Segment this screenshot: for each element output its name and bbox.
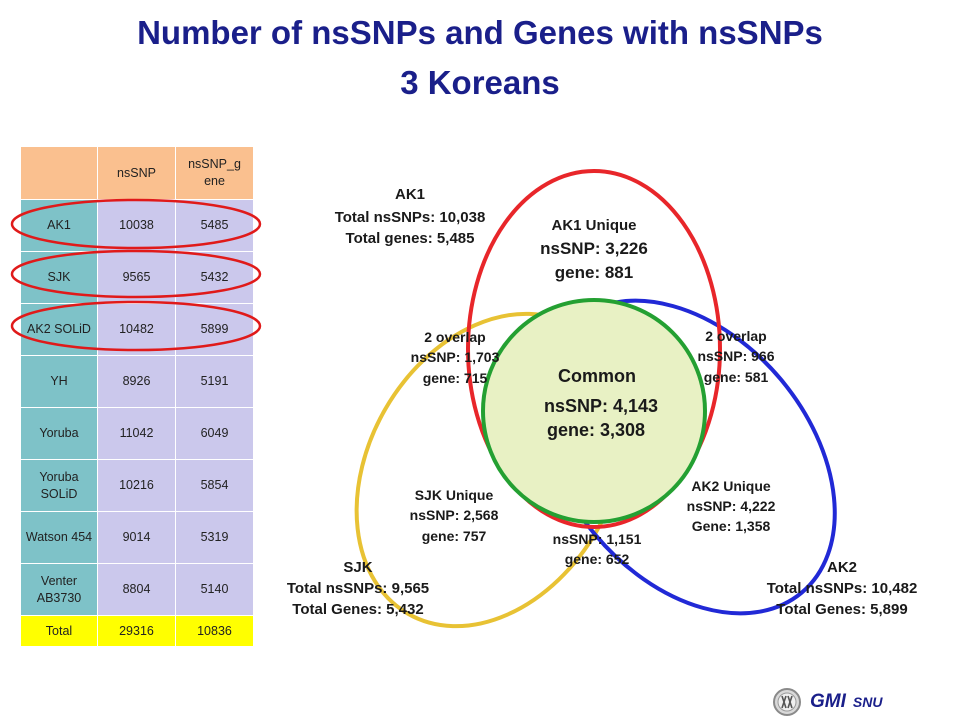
ak1-unique-title: AK1 Unique — [551, 217, 636, 234]
overlap-left-title: 2 overlap — [424, 329, 485, 345]
common-set-circle — [481, 298, 707, 524]
table-row: Yoruba 11042 6049 — [20, 407, 254, 460]
ak1-set-ellipse — [466, 169, 722, 529]
overlap-bottom-nssnp: nsSNP: 1,151 — [553, 531, 642, 547]
table-row: AK1 10038 5485 — [20, 199, 254, 252]
row-nssnp: 8926 — [97, 355, 176, 408]
sjk-total-genes: Total Genes: 5,432 — [292, 601, 423, 618]
common-nssnp: nsSNP: 4,143 — [544, 396, 658, 416]
row-nssnp: 10482 — [97, 303, 176, 356]
sjk-unique-title: SJK Unique — [415, 487, 494, 503]
row-gene: 6049 — [175, 407, 254, 460]
ak2-unique-nssnp: nsSNP: 4,222 — [687, 498, 776, 514]
logo-gmi-text: GMI — [810, 691, 846, 712]
ak2-total-nssnps: Total nsSNPs: 10,482 — [767, 580, 918, 597]
logo-snu-text: SNU — [852, 694, 883, 710]
common-title: Common — [558, 366, 636, 386]
table-row: Venter AB3730 8804 5140 — [20, 563, 254, 616]
table-row: AK2 SOLiD 10482 5899 — [20, 303, 254, 356]
header-cell-nssnp-gene: nsSNP_g ene — [175, 146, 254, 200]
overlap-left-nssnp: nsSNP: 1,703 — [411, 349, 500, 365]
ak2-total-genes: Total Genes: 5,899 — [776, 601, 907, 618]
table-header-row: nsSNP nsSNP_g ene — [20, 146, 254, 200]
ak2-unique-title: AK2 Unique — [691, 478, 771, 494]
sjk-total-nssnps: Total nsSNPs: 9,565 — [287, 580, 429, 597]
overlap-bottom-gene: gene: 652 — [565, 551, 630, 567]
row-gene: 5191 — [175, 355, 254, 408]
ak1-total-genes: Total genes: 5,485 — [346, 230, 475, 247]
table-row: Yoruba SOLiD 10216 5854 — [20, 459, 254, 512]
nssnp-table: nsSNP nsSNP_g ene AK1 10038 5485 SJK 956… — [20, 146, 254, 647]
gmi-snu-logo: GMI SNU — [772, 687, 882, 717]
row-nssnp: 10038 — [97, 199, 176, 252]
sjk-name: SJK — [343, 559, 372, 576]
slide-title-line2: 3 Koreans — [400, 64, 560, 101]
row-gene: 5485 — [175, 199, 254, 252]
highlight-oval-ak2 — [10, 300, 262, 352]
table-row: YH 8926 5191 — [20, 355, 254, 408]
row-name: YH — [20, 355, 98, 408]
ak2-name: AK2 — [827, 559, 857, 576]
overlap-right-gene: gene: 581 — [704, 369, 769, 385]
row-nssnp: 9014 — [97, 511, 176, 564]
table-row: Watson 454 9014 5319 — [20, 511, 254, 564]
header-cell-blank — [20, 146, 98, 200]
row-nssnp: 8804 — [97, 563, 176, 616]
row-gene: 5140 — [175, 563, 254, 616]
overlap-right-title: 2 overlap — [705, 328, 766, 344]
row-gene: 5854 — [175, 459, 254, 512]
ak2-unique-gene: Gene: 1,358 — [692, 518, 771, 534]
slide-title-line1: Number of nsSNPs and Genes with nsSNPs — [137, 14, 823, 51]
row-nssnp: 11042 — [97, 407, 176, 460]
row-name: Watson 454 — [20, 511, 98, 564]
highlight-oval-ak1 — [10, 198, 262, 250]
total-gene: 10836 — [175, 615, 254, 647]
table-total-row: Total 29316 10836 — [20, 615, 254, 647]
ak1-unique-gene: gene: 881 — [555, 263, 633, 282]
row-nssnp: 9565 — [97, 251, 176, 304]
total-nssnp: 29316 — [97, 615, 176, 647]
sjk-unique-nssnp: nsSNP: 2,568 — [410, 507, 499, 523]
ak1-total-nssnps: Total nsSNPs: 10,038 — [335, 209, 486, 226]
row-name: Yoruba SOLiD — [20, 459, 98, 512]
ak1-name: AK1 — [395, 186, 425, 203]
chromosome-emblem-icon — [773, 688, 801, 716]
row-name: Venter AB3730 — [20, 563, 98, 616]
highlight-oval-sjk — [10, 249, 262, 299]
overlap-right-nssnp: nsSNP: 966 — [697, 348, 774, 364]
row-name: Yoruba — [20, 407, 98, 460]
row-nssnp: 10216 — [97, 459, 176, 512]
ak1-unique-nssnp: nsSNP: 3,226 — [540, 239, 648, 258]
common-gene: gene: 3,308 — [547, 420, 645, 440]
sjk-unique-gene: gene: 757 — [422, 528, 487, 544]
total-label: Total — [20, 615, 98, 647]
overlap-left-gene: gene: 715 — [423, 370, 488, 386]
header-cell-nssnp: nsSNP — [97, 146, 176, 200]
row-gene: 5319 — [175, 511, 254, 564]
